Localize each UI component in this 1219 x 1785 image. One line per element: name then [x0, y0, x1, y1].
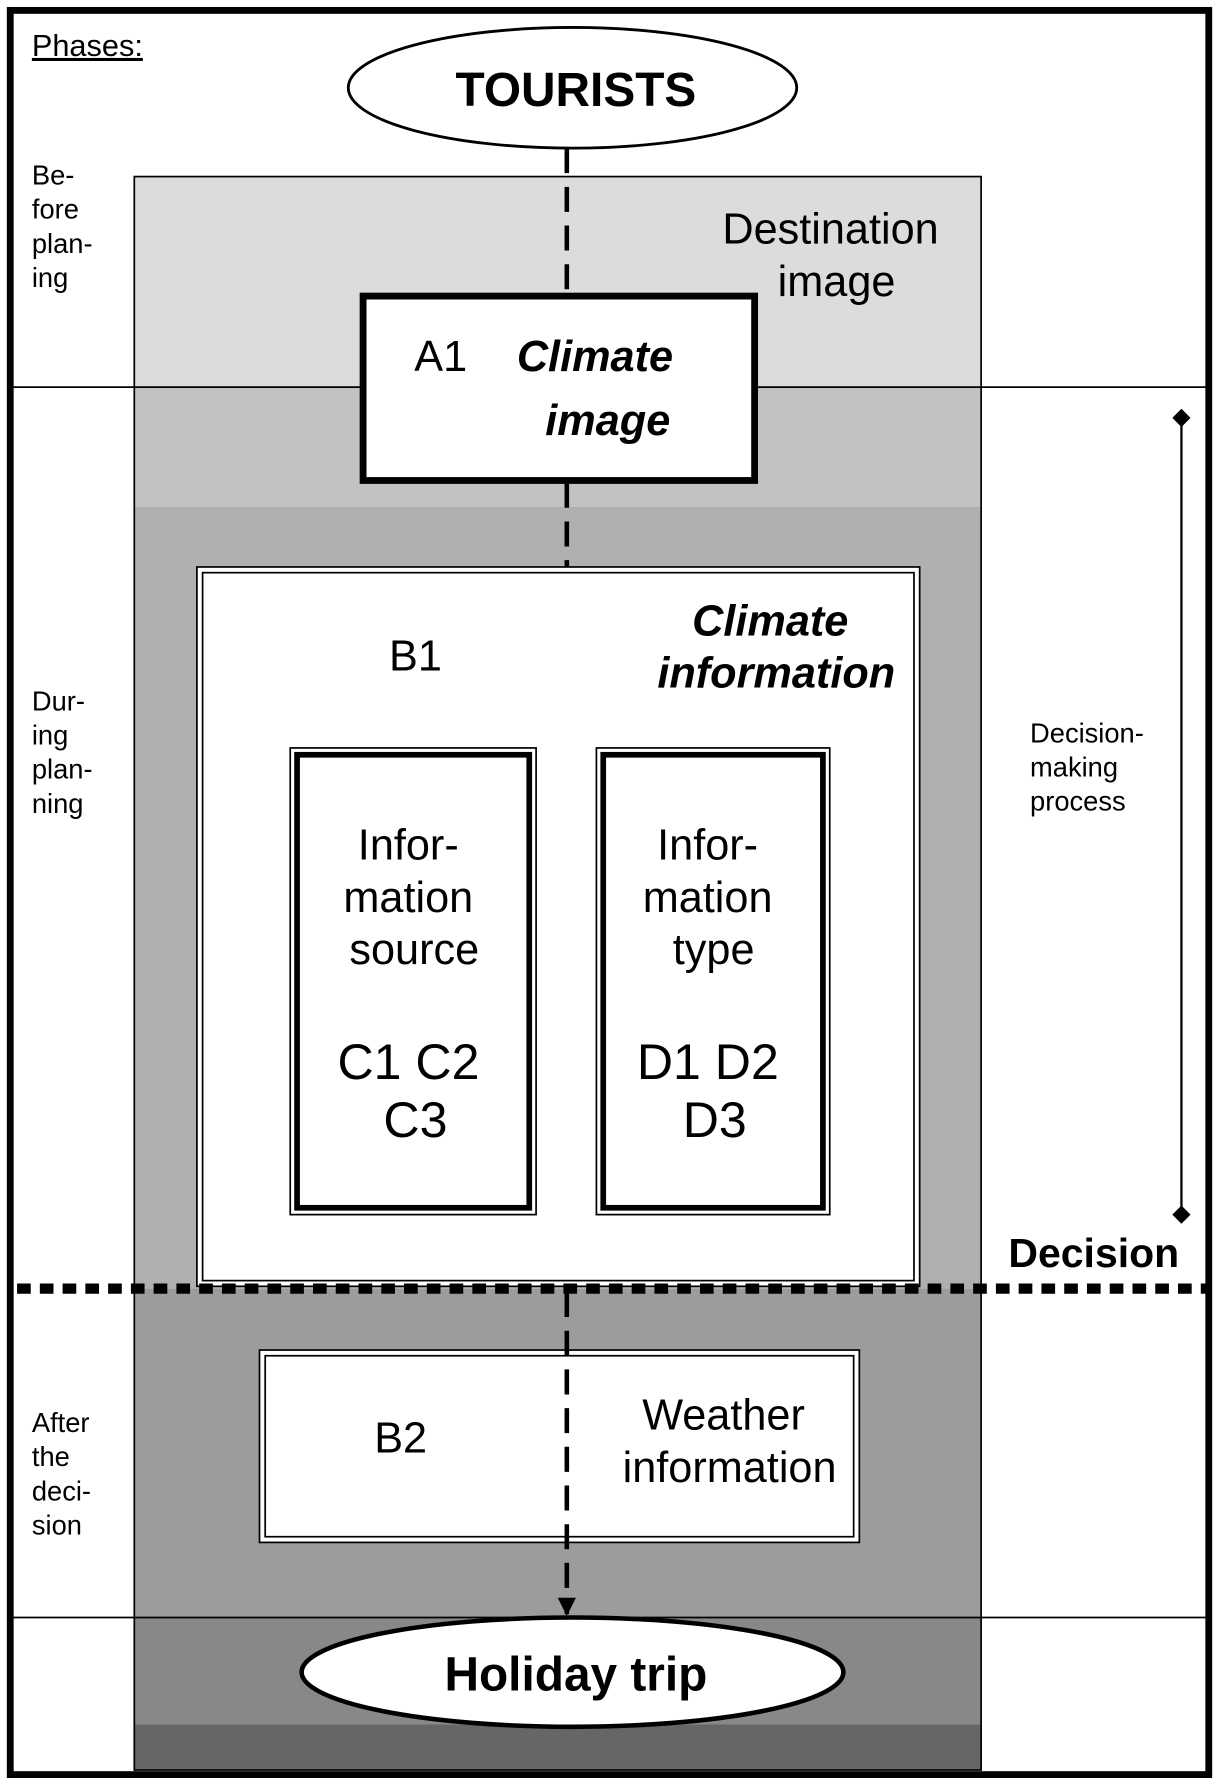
phases-label: Phases:	[32, 28, 143, 63]
text-line: Weather	[642, 1392, 805, 1440]
c-codes: C1 C2 C3	[338, 1034, 494, 1148]
text-line: Destination	[722, 206, 938, 254]
d-box-inner	[600, 751, 826, 1211]
b2-box	[258, 1349, 861, 1544]
a1-box	[359, 292, 759, 484]
text-line: After	[32, 1407, 90, 1438]
band	[134, 1724, 982, 1771]
b1-box-inner	[201, 571, 915, 1282]
text-line: C1 C2	[338, 1034, 480, 1090]
b2-code: B2	[374, 1414, 427, 1462]
text-line: type	[673, 926, 755, 974]
text-line: D3	[683, 1092, 747, 1148]
text-line: mation	[643, 874, 773, 922]
diamond	[1172, 1205, 1191, 1224]
tourists-node	[346, 26, 799, 150]
text-line: making	[1030, 751, 1118, 782]
destination-image-label: Destination image	[722, 206, 950, 306]
text-line: Climate	[692, 597, 848, 645]
text-line: ing	[32, 262, 68, 293]
outer-border	[6, 6, 1213, 1779]
phase-label: Be- fore plan- ing	[32, 160, 100, 293]
text-line: C3	[383, 1092, 447, 1148]
a1-title: Climate image	[517, 333, 685, 445]
d-label: Infor- mation type	[643, 821, 785, 974]
text-line: Infor-	[657, 821, 758, 869]
text-line: image	[545, 397, 670, 445]
d-box	[595, 747, 831, 1216]
text-line: D1 D2	[637, 1034, 779, 1090]
text-line: Infor-	[358, 821, 459, 869]
b1-code: B1	[389, 633, 442, 681]
c-box-inner	[294, 751, 533, 1211]
text-line: Be-	[32, 160, 74, 191]
text-line: sion	[32, 1509, 82, 1540]
phase-label: Dur- ing plan- ning	[32, 685, 100, 818]
text-line: Climate	[517, 333, 673, 381]
text-line: Decision-	[1030, 717, 1144, 748]
text-line: process	[1030, 786, 1126, 817]
text-line: image	[778, 258, 896, 306]
holiday-label: Holiday trip	[444, 1648, 707, 1701]
b2-box-inner	[264, 1354, 855, 1538]
phase-label: After the deci- sion	[32, 1407, 99, 1540]
b1-title: Climate information	[657, 597, 895, 697]
text-line: deci-	[32, 1475, 91, 1506]
c-label: Infor- mation source	[343, 821, 485, 974]
text-line: source	[349, 926, 479, 974]
column-border	[133, 175, 982, 1771]
text-line: plan-	[32, 754, 93, 785]
text-line: Dur-	[32, 685, 85, 716]
decision-process-label: Decision- making process	[1030, 717, 1151, 816]
c-box	[289, 747, 537, 1216]
text-line: ning	[32, 788, 84, 819]
diamond	[1172, 408, 1191, 427]
holiday-node	[299, 1615, 846, 1730]
tourists-label: TOURISTS	[456, 64, 697, 117]
text-line: mation	[343, 874, 473, 922]
a1-code: A1	[414, 333, 467, 381]
decision-label: Decision	[1008, 1230, 1179, 1276]
text-line: the	[32, 1441, 70, 1472]
d-codes: D1 D2 D3	[637, 1034, 793, 1148]
text-line: ing	[32, 720, 68, 751]
b2-title: Weather information	[623, 1392, 837, 1492]
text-line: fore	[32, 194, 79, 225]
text-line: plan-	[32, 228, 93, 259]
text-line: information	[623, 1444, 837, 1492]
text-line: information	[657, 650, 895, 698]
